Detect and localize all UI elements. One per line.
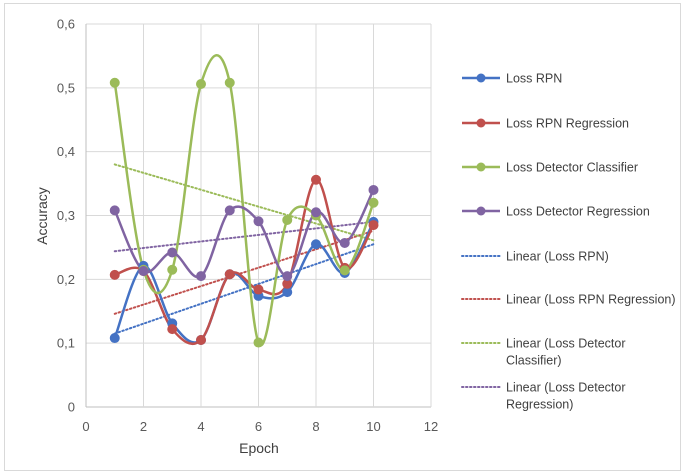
legend-entry: Linear (Loss RPN Regression) bbox=[461, 293, 676, 307]
data-point bbox=[368, 184, 379, 195]
data-point bbox=[224, 205, 235, 216]
y-tick-label: 0,3 bbox=[57, 208, 75, 223]
x-tick-label: 8 bbox=[312, 419, 319, 434]
legend-entry: Loss RPN Regression bbox=[462, 117, 629, 131]
data-point bbox=[311, 174, 321, 185]
axes: 0 0,1 0,2 0,3 0,4 0,5 0,6 0 2 4 6 8 10 12 bbox=[57, 17, 438, 435]
data-point bbox=[109, 77, 120, 88]
data-point bbox=[167, 264, 178, 275]
data-point bbox=[368, 220, 379, 231]
gridlines bbox=[85, 23, 432, 408]
legend-label: Linear (Loss Detector Regression) bbox=[506, 381, 626, 412]
data-point bbox=[196, 271, 206, 282]
data-point bbox=[311, 239, 321, 250]
legend-marker bbox=[476, 73, 486, 83]
legend-label: Linear (Loss RPN Regression) bbox=[506, 293, 676, 307]
data-point bbox=[196, 334, 206, 345]
data-point bbox=[109, 205, 120, 216]
data-point bbox=[253, 284, 264, 295]
y-tick-label: 0,6 bbox=[57, 17, 75, 32]
legend-label: Linear (Loss Detector Classifier) bbox=[506, 337, 626, 368]
data-point bbox=[282, 287, 293, 298]
legend-label: Linear (Loss RPN) bbox=[506, 250, 609, 264]
legend-entry: Loss Detector Classifier bbox=[462, 161, 638, 175]
data-point bbox=[253, 337, 264, 348]
legend-entry: Linear (Loss Detector Classifier) bbox=[461, 337, 626, 368]
x-tick-label: 4 bbox=[197, 419, 204, 434]
y-tick-label: 0,2 bbox=[57, 272, 75, 287]
data-point bbox=[224, 77, 235, 88]
y-axis-title: Accuracy bbox=[34, 187, 50, 245]
series-line bbox=[113, 189, 375, 279]
data-point bbox=[339, 237, 350, 248]
y-tick-label: 0,1 bbox=[57, 336, 75, 351]
legend-label: Loss RPN bbox=[506, 72, 562, 86]
legend-label: Loss RPN Regression bbox=[506, 117, 629, 131]
data-point bbox=[224, 269, 235, 280]
data-point bbox=[282, 214, 293, 225]
data-point bbox=[109, 269, 120, 280]
x-tick-label: 2 bbox=[140, 419, 147, 434]
data-point bbox=[253, 216, 264, 227]
data-point bbox=[109, 333, 120, 344]
data-point bbox=[282, 271, 293, 282]
legend: Loss RPN Loss RPN Regression Loss Detector… bbox=[461, 72, 676, 412]
x-tick-label: 6 bbox=[255, 419, 262, 434]
y-tick-label: 0,5 bbox=[57, 80, 75, 95]
legend-marker bbox=[476, 206, 486, 216]
trendlines bbox=[113, 163, 375, 335]
data-point bbox=[196, 79, 206, 90]
y-tick-label: 0,4 bbox=[57, 144, 75, 159]
legend-entry: Loss Detector Regression bbox=[462, 205, 650, 219]
legend-marker bbox=[476, 118, 486, 128]
data-point bbox=[339, 265, 350, 276]
data-point bbox=[311, 207, 321, 218]
data-point bbox=[167, 247, 178, 258]
legend-label: Loss Detector Classifier bbox=[506, 161, 638, 175]
legend-marker bbox=[476, 162, 486, 172]
legend-label: Loss Detector Regression bbox=[506, 205, 650, 219]
data-markers bbox=[109, 77, 379, 348]
x-tick-label: 12 bbox=[424, 419, 438, 434]
legend-entry: Loss RPN bbox=[462, 72, 562, 86]
x-axis-title: Epoch bbox=[239, 440, 279, 456]
data-point bbox=[167, 324, 178, 335]
y-tick-label: 0 bbox=[68, 400, 75, 415]
data-point bbox=[368, 197, 379, 208]
legend-entry: Linear (Loss RPN) bbox=[461, 250, 609, 264]
x-tick-label: 10 bbox=[366, 419, 380, 434]
legend-entry: Linear (Loss Detector Regression) bbox=[461, 381, 626, 412]
x-tick-label: 0 bbox=[82, 419, 89, 434]
data-point bbox=[138, 266, 149, 277]
